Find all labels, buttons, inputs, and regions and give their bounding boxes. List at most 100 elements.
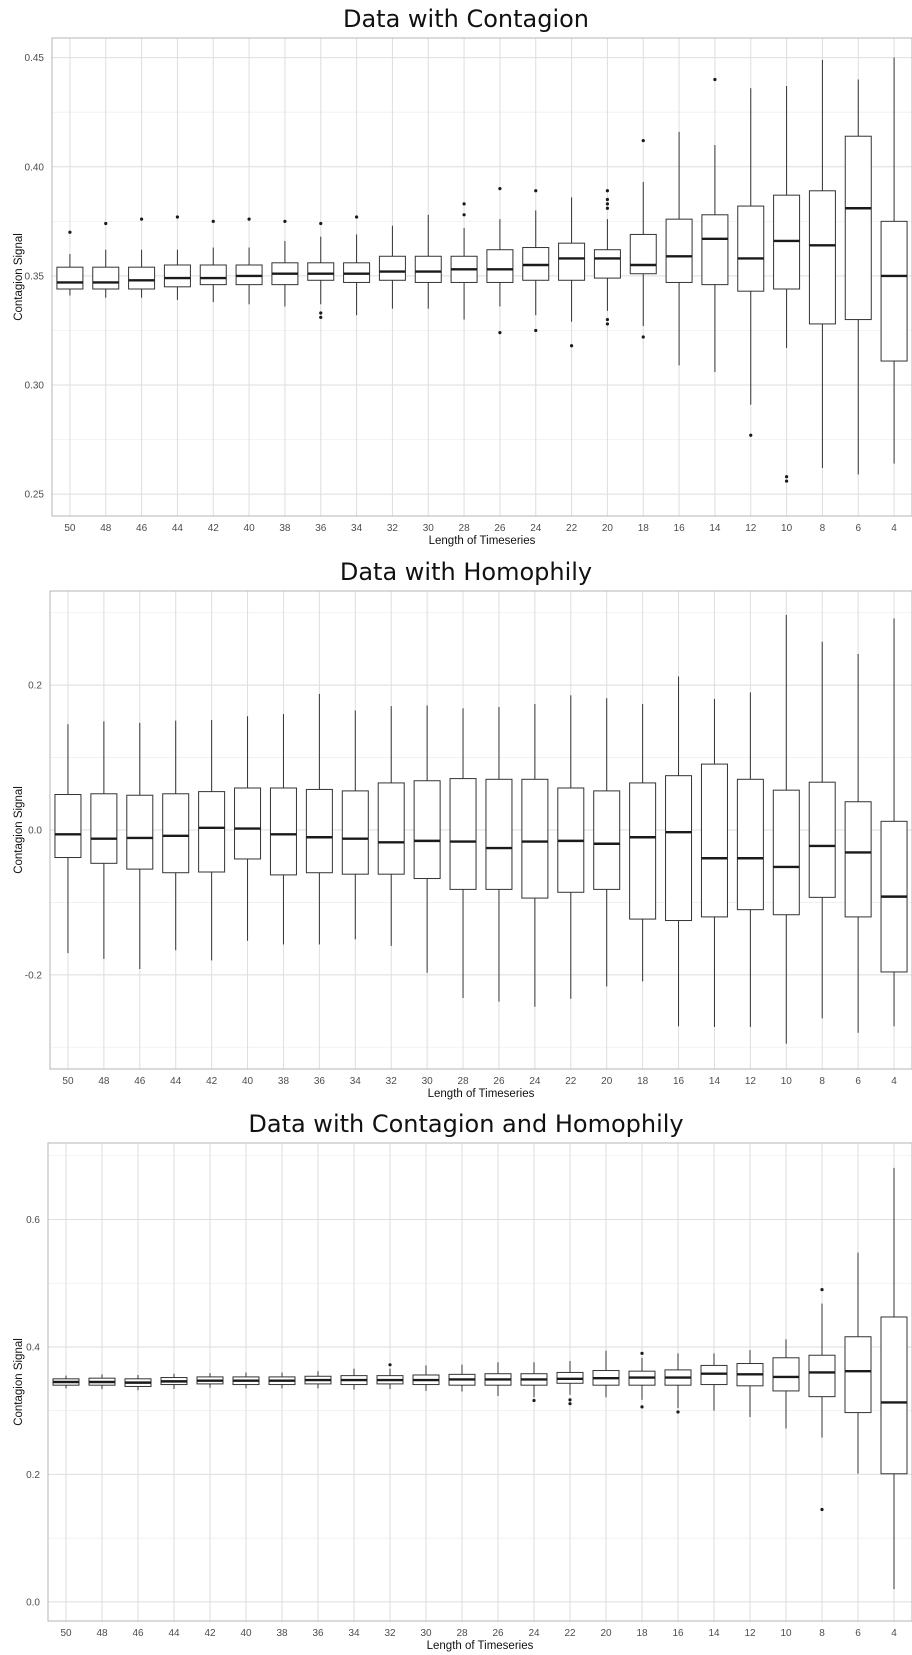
x-tick-label: 38: [278, 1076, 290, 1087]
box-4: [880, 618, 908, 1027]
outlier-point: [532, 1398, 536, 1403]
box-6: [844, 654, 872, 1033]
outlier-point: [319, 315, 323, 319]
box-26: [486, 187, 514, 335]
box-30: [413, 705, 441, 973]
x-tick-label: 10: [780, 1628, 792, 1639]
x-tick-label: 14: [709, 523, 721, 534]
box-24: [521, 703, 549, 1007]
box-12: [736, 1350, 764, 1418]
chart-title: Data with Contagion and Homophily: [248, 1110, 683, 1138]
x-tick-label: 40: [244, 523, 256, 534]
iqr-box: [593, 790, 621, 890]
iqr-box: [414, 255, 442, 283]
iqr-box: [737, 205, 765, 292]
x-tick-label: 24: [529, 1076, 541, 1087]
y-tick-label: 0.6: [26, 1215, 40, 1226]
box-46: [128, 217, 156, 298]
y-axis-label: Contagion Signal: [13, 233, 25, 321]
x-tick-label: 44: [168, 1628, 180, 1639]
outlier-point: [784, 475, 789, 479]
box-18: [629, 138, 657, 339]
box-38: [271, 219, 299, 307]
iqr-box: [413, 780, 441, 880]
iqr-box: [54, 794, 82, 859]
outlier-point: [568, 1402, 572, 1406]
box-16: [665, 676, 693, 1027]
iqr-box: [90, 793, 118, 864]
box-42: [199, 219, 227, 303]
outlier-point: [640, 1405, 644, 1409]
iqr-box: [521, 778, 549, 899]
x-tick-label: 8: [820, 523, 826, 534]
x-tick-label: 38: [276, 1628, 288, 1639]
box-22: [558, 197, 586, 348]
y-tick-label: 0.30: [25, 381, 45, 392]
box-34: [343, 215, 371, 316]
iqr-box: [377, 782, 405, 875]
outlier-point: [498, 187, 502, 191]
iqr-box: [629, 782, 657, 920]
box-30: [414, 214, 442, 309]
box-38: [268, 1372, 296, 1389]
iqr-box: [844, 801, 872, 918]
box-12: [737, 88, 765, 437]
x-tick-label: 16: [672, 1628, 684, 1639]
iqr-box: [126, 794, 154, 870]
outlier-point: [534, 328, 538, 333]
iqr-box: [485, 778, 513, 890]
x-axis-label: Length of Timeseries: [429, 535, 536, 547]
x-tick-label: 22: [564, 1628, 576, 1639]
outlier-point: [319, 311, 323, 315]
x-tick-label: 36: [314, 1076, 326, 1087]
x-tick-label: 30: [423, 523, 435, 534]
outlier-point: [211, 219, 215, 223]
x-tick-label: 50: [62, 1076, 74, 1087]
x-tick-label: 26: [494, 523, 506, 534]
box-40: [234, 716, 262, 941]
y-axis-label: Contagion Signal: [13, 1338, 25, 1426]
iqr-box: [808, 190, 836, 325]
x-tick-label: 34: [350, 1076, 362, 1087]
iqr-box: [880, 1316, 908, 1475]
box-44: [162, 720, 190, 951]
x-tick-label: 38: [279, 523, 291, 534]
iqr-box: [378, 255, 406, 281]
box-20: [593, 698, 621, 987]
outlier-point: [676, 1410, 680, 1414]
outlier-point: [354, 215, 359, 219]
outlier-point: [462, 213, 466, 217]
y-tick-label: 0.35: [25, 271, 45, 282]
outlier-point: [283, 219, 287, 223]
chart-title: Data with Contagion: [343, 5, 589, 33]
box-46: [126, 722, 154, 970]
box-42: [198, 719, 226, 961]
x-tick-label: 32: [387, 523, 399, 534]
outlier-point: [640, 1351, 644, 1355]
outlier-point: [784, 479, 789, 483]
plot-frame: [51, 37, 912, 517]
iqr-box: [92, 266, 120, 290]
y-tick-label: 0.2: [28, 681, 42, 692]
box-10: [773, 86, 801, 483]
box-40: [232, 1372, 260, 1389]
outlier-point: [749, 433, 753, 437]
panel-1: Data with Homophily-0.20.00.250 48 46 44 42 4…: [13, 558, 912, 1100]
iqr-box: [665, 775, 693, 922]
x-tick-label: 10: [781, 523, 793, 534]
x-tick-label: 36: [312, 1628, 324, 1639]
box-34: [340, 1368, 368, 1390]
x-tick-label: 30: [420, 1628, 432, 1639]
x-tick-label: 50: [60, 1628, 72, 1639]
box-16: [665, 131, 693, 366]
x-tick-label: 20: [601, 1076, 613, 1087]
x-tick-label: 12: [744, 1628, 756, 1639]
box-32: [377, 706, 405, 946]
x-tick-label: 28: [457, 1076, 469, 1087]
box-36: [304, 1371, 332, 1389]
outlier-point: [139, 217, 144, 221]
iqr-box: [593, 249, 621, 279]
x-tick-label: 26: [493, 1076, 505, 1087]
boxes: [52, 1167, 908, 1590]
x-tick-label: 42: [206, 1076, 218, 1087]
